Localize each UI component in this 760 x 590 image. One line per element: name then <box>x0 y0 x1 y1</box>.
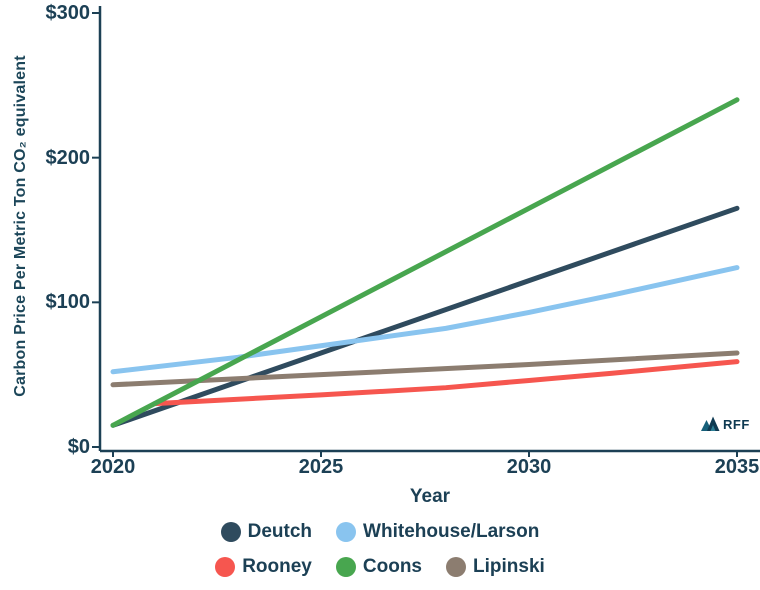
legend-item-lipinski: Lipinski <box>446 556 545 578</box>
series-line-rooney <box>152 359 740 407</box>
y-axis-title: Carbon Price Per Metric Ton CO₂ equivale… <box>12 55 29 397</box>
legend-row: Deutch Whitehouse/Larson <box>220 521 539 543</box>
plot-area <box>92 6 760 457</box>
y-tick-label: $100 <box>45 291 91 314</box>
legend-label: Lipinski <box>473 556 545 577</box>
legend-dot-icon <box>336 522 357 542</box>
rff-mountains-icon <box>701 416 720 431</box>
chart-legend: Deutch Whitehouse/Larson Rooney Coons Lipins… <box>0 521 760 578</box>
legend-item-whitehouse-larson: Whitehouse/Larson <box>336 521 539 543</box>
legend-item-deutch: Deutch <box>220 521 313 543</box>
x-tick-label: 2025 <box>298 456 344 478</box>
y-tick-label: $200 <box>45 146 91 169</box>
legend-dot-icon <box>215 557 236 577</box>
series-lines <box>110 97 740 428</box>
legend-item-rooney: Rooney <box>215 556 312 578</box>
legend-label: Rooney <box>242 556 312 577</box>
rff-logo-text: RFF <box>723 416 750 432</box>
legend-dot-icon <box>446 557 466 577</box>
x-tick-label: 2020 <box>90 456 136 478</box>
rff-watermark: RFF <box>701 416 750 432</box>
series-line-deutch <box>110 205 740 428</box>
series-line-coons <box>110 97 740 428</box>
series-line-lipinski <box>110 350 740 388</box>
y-tick-label: $0 <box>67 436 90 458</box>
legend-row: Rooney Coons Lipinski <box>215 556 545 578</box>
legend-label: Deutch <box>247 521 313 542</box>
x-tick-label: 2035 <box>714 456 760 478</box>
x-axis-title: Year <box>409 486 451 507</box>
legend-label: Coons <box>362 556 422 577</box>
legend-label: Whitehouse/Larson <box>363 521 540 542</box>
x-tick-label: 2030 <box>506 456 552 478</box>
axes <box>92 6 760 457</box>
y-tick-label: $300 <box>45 1 91 24</box>
series-line-whitehouse-larson <box>110 265 740 375</box>
legend-dot-icon <box>335 557 356 577</box>
legend-item-coons: Coons <box>335 556 422 578</box>
legend-dot-icon <box>220 522 241 542</box>
